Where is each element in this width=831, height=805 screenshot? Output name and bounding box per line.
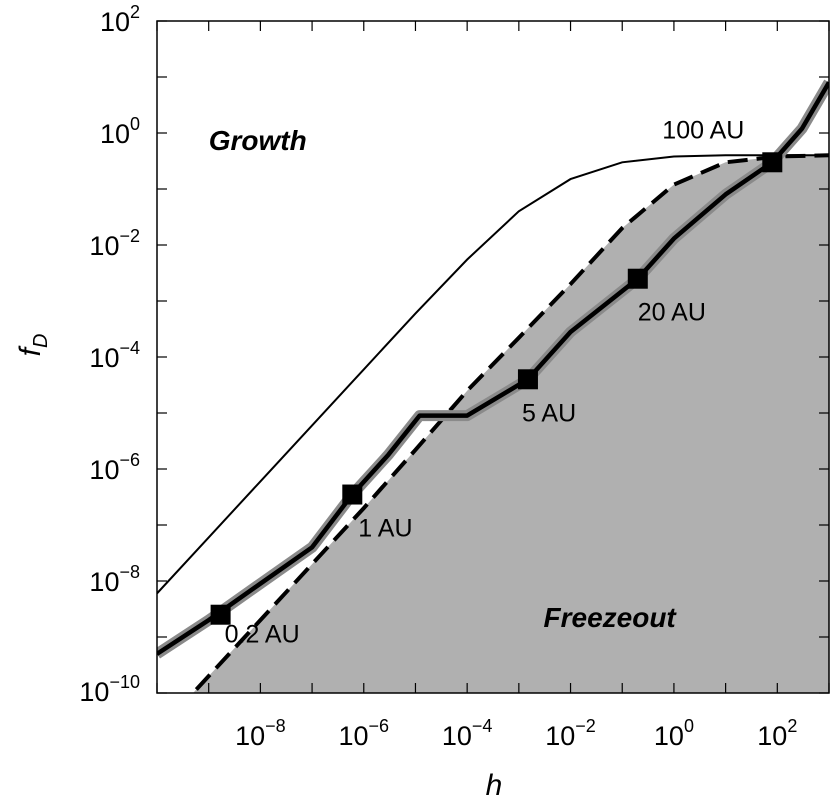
marker-label-1: 1 AU bbox=[358, 515, 412, 543]
y-tick-label-4: 10−2 bbox=[89, 226, 140, 261]
annotations: Growth Freezeout bbox=[209, 125, 678, 633]
plot-lines bbox=[157, 79, 829, 693]
marker-label-4: 100 AU bbox=[662, 116, 744, 144]
marker-0 bbox=[210, 604, 231, 625]
plot-markers: 0.2 AU 1 AU 5 AU 20 AU 100 AU bbox=[210, 116, 783, 649]
disk-track-line bbox=[157, 81, 829, 656]
marker-3 bbox=[627, 268, 648, 289]
y-tick-label-3: 10−4 bbox=[89, 338, 140, 373]
y-tick-label-0: 10−10 bbox=[79, 672, 140, 707]
x-tick-label-4: 100 bbox=[654, 716, 694, 751]
x-tick-label-0: 10−8 bbox=[235, 716, 286, 751]
y-axis-label-sub: D bbox=[30, 334, 52, 348]
marker-1 bbox=[342, 484, 363, 505]
y-tick-label-1: 10−8 bbox=[89, 562, 140, 597]
y-tick-label-5: 100 bbox=[100, 114, 140, 149]
plot-fills bbox=[157, 155, 829, 693]
svg-text:fD: fD bbox=[14, 334, 52, 357]
y-tick-label-6: 102 bbox=[100, 2, 140, 37]
marker-4 bbox=[762, 152, 783, 173]
upper-thin-line bbox=[157, 154, 829, 595]
x-tick-label-5: 102 bbox=[757, 716, 797, 751]
y-axis-ticks: 10−10 10−8 10−6 10−4 10−2 100 102 bbox=[79, 2, 829, 707]
y-tick-label-2: 10−6 bbox=[89, 450, 140, 485]
x-tick-label-2: 10−4 bbox=[442, 716, 493, 751]
x-tick-label-1: 10−6 bbox=[338, 716, 389, 751]
marker-2 bbox=[517, 369, 538, 390]
y-axis-label: fD bbox=[14, 334, 52, 357]
boundary-dashed-line bbox=[190, 153, 829, 693]
freezeout-region bbox=[157, 155, 829, 693]
x-axis-ticks: 10−8 10−6 10−4 10−2 100 102 bbox=[156, 21, 830, 751]
marker-label-3: 20 AU bbox=[638, 299, 706, 327]
y-axis-label-main: f bbox=[14, 345, 47, 356]
x-axis-label: h bbox=[486, 769, 503, 802]
marker-label-2: 5 AU bbox=[522, 399, 576, 427]
region-label-1: Freezeout bbox=[544, 602, 678, 633]
region-label-0: Growth bbox=[209, 125, 307, 156]
x-tick-label-3: 10−2 bbox=[545, 716, 596, 751]
marker-label-0: 0.2 AU bbox=[225, 621, 300, 649]
